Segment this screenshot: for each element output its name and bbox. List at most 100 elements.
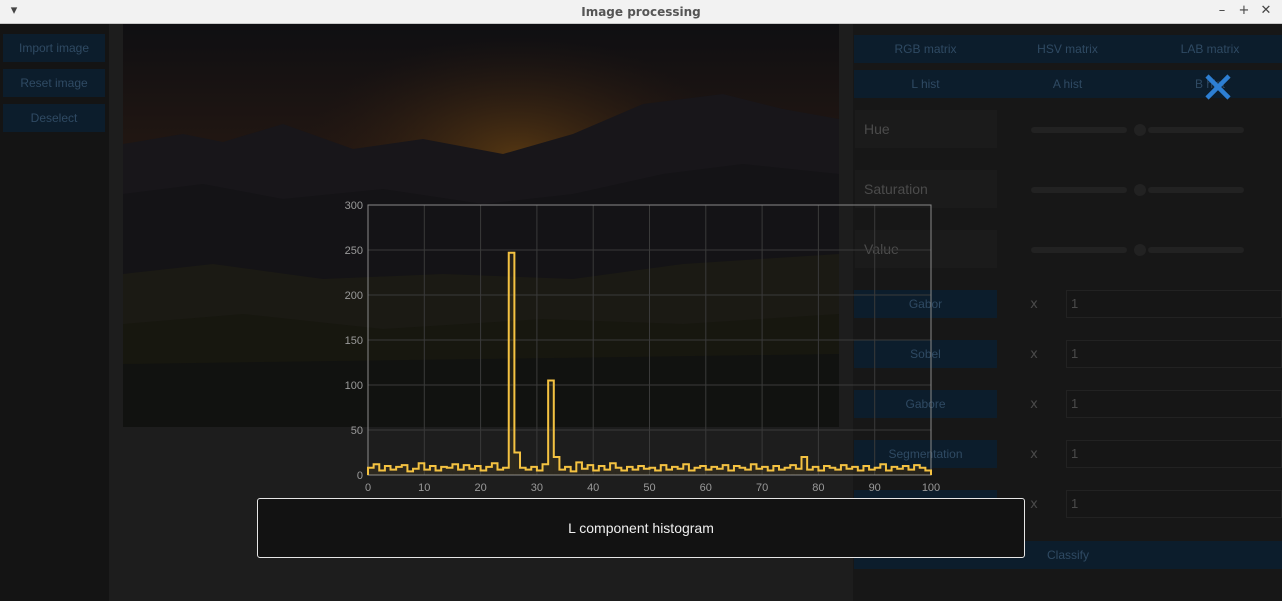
y-tick-label: 150 <box>345 335 363 347</box>
histogram-bin <box>694 467 701 475</box>
saturation-slider-handle[interactable] <box>1134 184 1146 196</box>
histogram-bin <box>446 467 453 475</box>
histogram-bin <box>413 468 419 475</box>
histogram-bin <box>621 470 627 475</box>
histogram-bin <box>852 466 858 475</box>
gabore-button[interactable]: Gabore <box>854 390 997 418</box>
histogram-bin <box>908 469 915 475</box>
hue-slider-handle[interactable] <box>1134 124 1146 136</box>
histogram-bin <box>604 469 611 475</box>
hue-slider-max[interactable] <box>1148 127 1244 133</box>
saturation-label: Saturation <box>855 170 997 208</box>
saturation-slider-min[interactable] <box>1031 187 1127 193</box>
histogram-bin <box>626 466 633 475</box>
operation-factor-input[interactable]: 1 <box>1066 490 1282 518</box>
histogram-bin <box>615 467 622 475</box>
reset-image-button[interactable]: Reset image <box>3 69 105 97</box>
histogram-bin <box>846 468 853 475</box>
histogram-bin <box>688 470 695 475</box>
value-slider-min[interactable] <box>1031 247 1127 253</box>
histogram-bin <box>829 467 836 475</box>
segmentation-button[interactable]: Segmentation <box>854 440 997 468</box>
histogram-bin <box>480 470 487 475</box>
x-tick-label: 90 <box>869 482 881 494</box>
histogram-bin <box>469 468 475 475</box>
histogram-bin <box>508 252 515 475</box>
histogram-bin <box>373 464 380 475</box>
gabore-factor-input[interactable]: 1 <box>1066 390 1282 418</box>
tab-rgb-matrix[interactable]: RGB matrix <box>854 35 997 63</box>
histogram-bin <box>925 470 931 475</box>
left-panel: Import image Reset image Deselect <box>0 24 109 601</box>
histogram-bin <box>762 466 768 475</box>
histogram-bin <box>700 466 706 475</box>
gabor-factor-input[interactable]: 1 <box>1066 290 1282 318</box>
histogram-bin <box>396 466 402 475</box>
histogram-bin <box>880 464 886 475</box>
histogram-bin <box>632 469 639 475</box>
tab-hsv-matrix[interactable]: HSV matrix <box>997 35 1138 63</box>
histogram-bin <box>790 465 796 475</box>
title-bar: ▾ Image processing – + ✕ <box>0 0 1282 24</box>
tab-l-hist[interactable]: L hist <box>854 70 997 98</box>
chart-frame <box>367 204 932 476</box>
histogram-bin <box>818 470 825 475</box>
y-tick-label: 250 <box>345 245 363 257</box>
close-icon[interactable]: ✕ <box>1260 3 1272 18</box>
x-tick-label: 30 <box>531 482 543 494</box>
histogram-bin <box>666 469 673 475</box>
histogram-bin <box>368 467 374 475</box>
histogram-bin <box>565 466 571 475</box>
histogram-bin <box>576 462 582 475</box>
histogram-bin <box>553 457 560 475</box>
x-tick-label: 20 <box>474 482 486 494</box>
y-tick-label: 50 <box>351 425 363 437</box>
histogram-bin <box>801 457 808 475</box>
x-tick-label: 40 <box>587 482 599 494</box>
histogram-bin <box>548 380 554 475</box>
histogram-bin <box>711 466 718 475</box>
histogram-bin <box>649 467 656 475</box>
value-slider-handle[interactable] <box>1134 244 1146 256</box>
histogram-bin <box>739 467 746 475</box>
y-tick-label: 300 <box>345 200 363 212</box>
histogram-bin <box>869 469 875 475</box>
histogram-bin <box>441 466 447 475</box>
x-tick-label: 60 <box>700 482 712 494</box>
saturation-slider-max[interactable] <box>1148 187 1244 193</box>
hue-slider-min[interactable] <box>1031 127 1127 133</box>
histogram-bin <box>452 464 459 475</box>
tab-lab-matrix[interactable]: LAB matrix <box>1138 35 1282 63</box>
histogram-bin <box>570 471 577 475</box>
deselect-button[interactable]: Deselect <box>3 104 105 132</box>
minimize-icon[interactable]: – <box>1218 3 1226 18</box>
histogram-bin <box>919 467 926 475</box>
close-icon[interactable] <box>1203 72 1233 102</box>
histogram-bin <box>807 469 813 475</box>
l-histogram-chart: 0 50 100 150 200 250 300 0 10 20 30 40 50 60 70 80 90 10… <box>345 200 941 494</box>
histogram-bin <box>581 468 588 475</box>
histogram-bin <box>407 471 414 475</box>
histogram-bin <box>598 466 605 475</box>
sobel-factor-input[interactable]: 1 <box>1066 340 1282 368</box>
histogram-bin <box>536 470 543 475</box>
segmentation-factor-input[interactable]: 1 <box>1066 440 1282 468</box>
histogram-bin <box>520 467 526 475</box>
maximize-icon[interactable]: + <box>1238 3 1250 18</box>
histogram-bin <box>474 466 481 475</box>
tab-a-hist[interactable]: A hist <box>997 70 1138 98</box>
import-image-button[interactable]: Import image <box>3 34 105 62</box>
histogram-series-line <box>367 251 932 475</box>
histogram-bin <box>824 466 830 475</box>
value-slider-max[interactable] <box>1148 247 1244 253</box>
sobel-button[interactable]: Sobel <box>854 340 997 368</box>
histogram-bin <box>503 467 509 475</box>
histogram-bin <box>750 464 757 475</box>
histogram-bin <box>638 466 644 475</box>
chevron-down-icon[interactable]: ▾ <box>10 3 18 18</box>
x-tick-label: 50 <box>643 482 655 494</box>
histogram-bin <box>767 470 774 475</box>
histogram-bin <box>384 466 391 475</box>
histogram-bin <box>429 466 436 475</box>
multiplier-label: x <box>1030 447 1038 462</box>
